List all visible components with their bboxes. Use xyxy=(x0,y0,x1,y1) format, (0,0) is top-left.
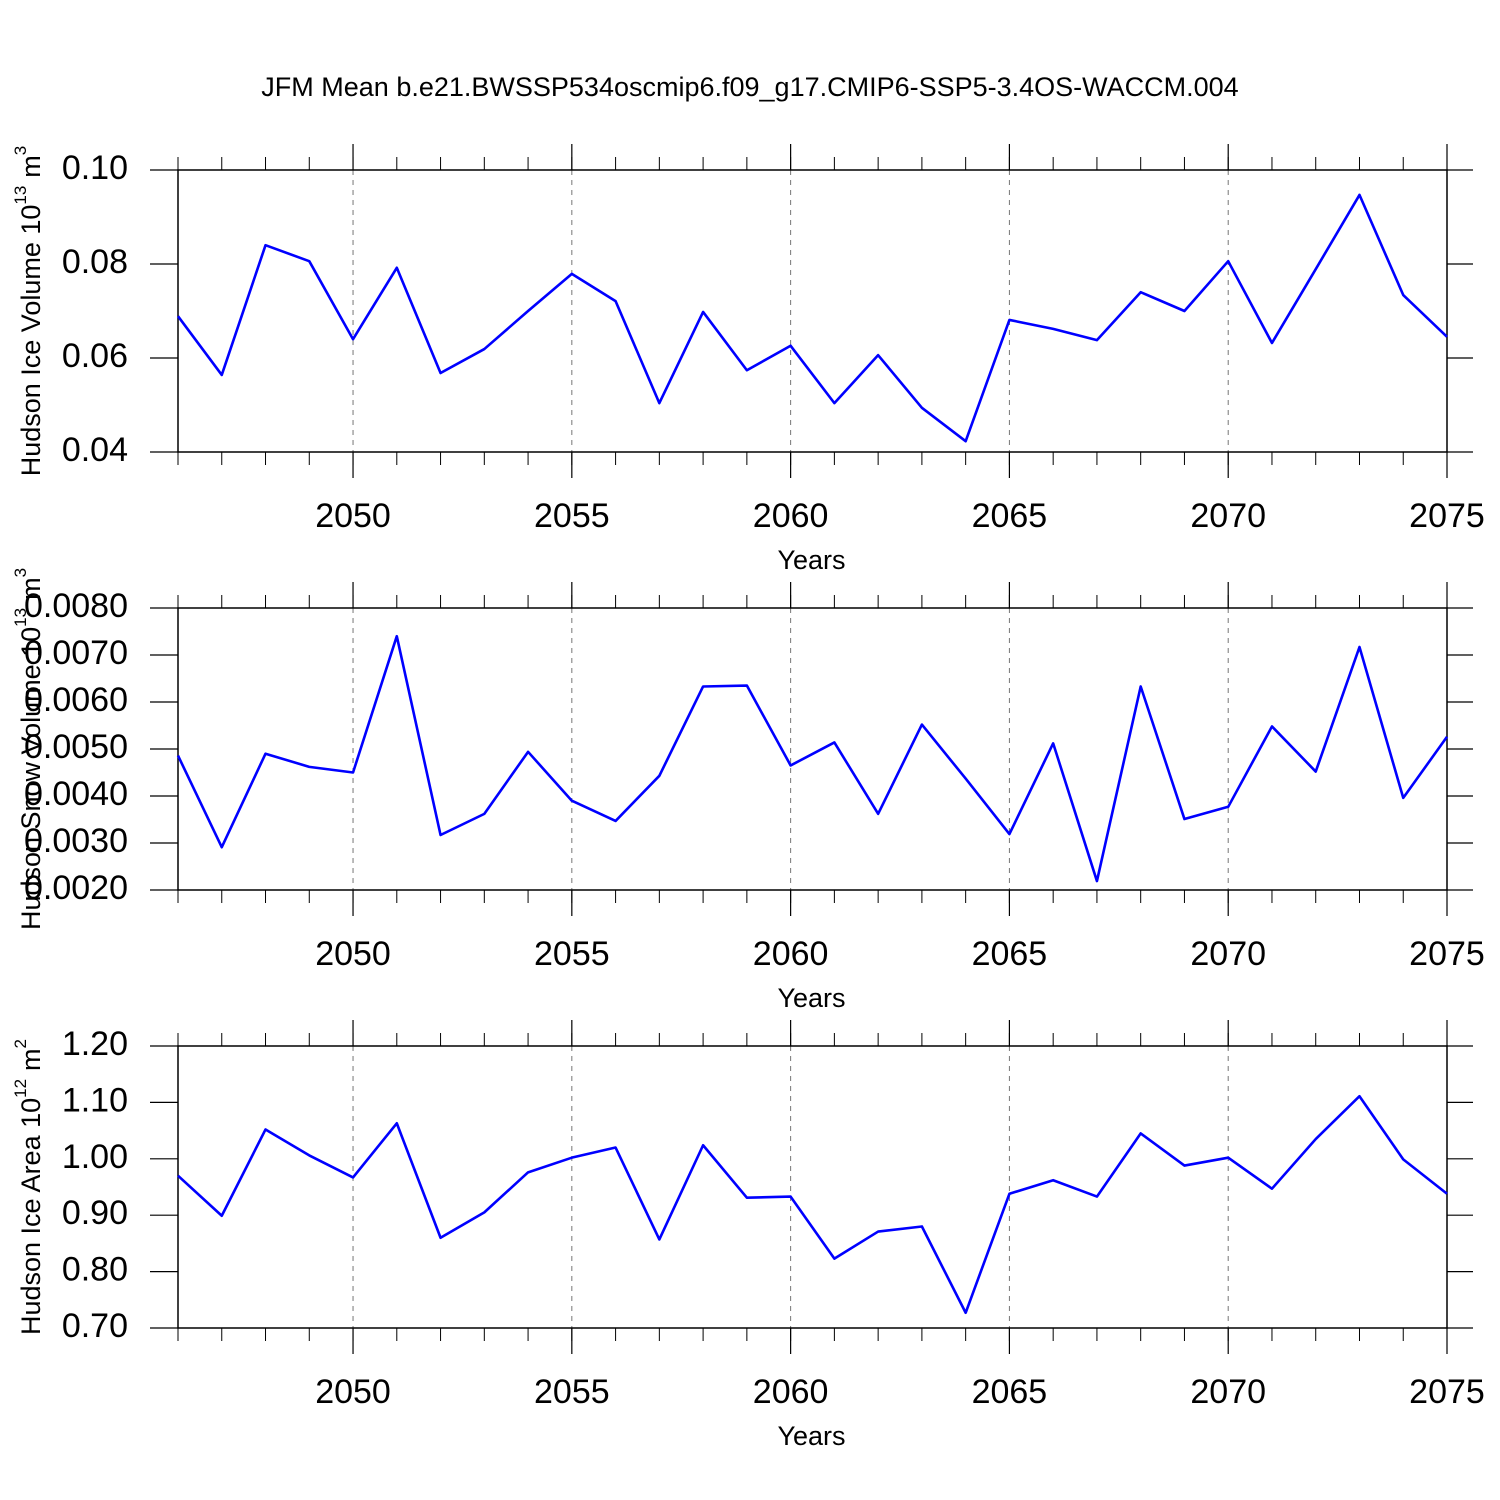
y-tick-label: 0.0060 xyxy=(24,681,128,719)
y-axis-label-unit: m xyxy=(16,577,46,600)
y-axis-label: Hudson Snow Volume 1013 m3 xyxy=(11,568,46,930)
x-tick-label: 2050 xyxy=(315,1373,391,1411)
plot-frame xyxy=(177,1045,1448,1329)
x-tick-label: 2055 xyxy=(534,497,610,535)
y-axis-label-unit-exponent: 3 xyxy=(11,146,30,155)
y-tick-label: 0.80 xyxy=(62,1251,128,1289)
y-axis-label-exponent: 13 xyxy=(11,608,30,627)
y-axis-label-unit-exponent: 3 xyxy=(11,568,30,577)
y-axis-label-text: Hudson Snow Volume 10 xyxy=(16,627,46,930)
y-tick-label: 0.0050 xyxy=(24,728,128,766)
y-tick-label: 0.0040 xyxy=(24,775,128,813)
y-tick-label: 0.0070 xyxy=(24,634,128,672)
y-axis-label-text: Hudson Ice Volume 10 xyxy=(16,205,46,477)
x-tick-label: 2075 xyxy=(1409,497,1485,535)
y-tick-label: 0.0030 xyxy=(24,822,128,860)
x-tick-label: 2060 xyxy=(753,497,829,535)
x-axis-label: Years xyxy=(777,1421,845,1451)
y-tick-label: 0.70 xyxy=(62,1307,128,1345)
y-tick-label: 1.10 xyxy=(62,1081,128,1119)
x-tick-label: 2050 xyxy=(315,497,391,535)
y-axis-label-exponent: 13 xyxy=(11,186,30,205)
y-axis-label-unit-exponent: 2 xyxy=(11,1039,30,1048)
figure-title: JFM Mean b.e21.BWSSP534oscmip6.f09_g17.C… xyxy=(261,72,1238,102)
y-axis-label-text: Hudson Ice Area 10 xyxy=(16,1098,46,1335)
y-axis-label: Hudson Ice Area 1012 m2 xyxy=(11,1039,46,1335)
x-tick-label: 2055 xyxy=(534,1373,610,1411)
y-axis-label-exponent: 12 xyxy=(11,1079,30,1098)
x-tick-label: 2065 xyxy=(972,1373,1048,1411)
x-tick-label: 2065 xyxy=(972,935,1048,973)
x-axis-label: Years xyxy=(777,983,845,1013)
x-tick-label: 2075 xyxy=(1409,935,1485,973)
data-line xyxy=(176,634,1449,883)
x-tick-label: 2050 xyxy=(315,935,391,973)
y-tick-label: 1.00 xyxy=(62,1138,128,1176)
y-axis-label-unit: m xyxy=(16,155,46,178)
x-axis-label: Years xyxy=(777,545,845,575)
x-tick-label: 2055 xyxy=(534,935,610,973)
x-tick-label: 2070 xyxy=(1190,935,1266,973)
y-axis-label: Hudson Ice Volume 1013 m3 xyxy=(11,146,46,477)
plot-frame xyxy=(177,607,1448,891)
y-tick-label: 0.10 xyxy=(62,149,128,187)
x-tick-label: 2070 xyxy=(1190,497,1266,535)
plot-frame xyxy=(177,169,1448,453)
x-tick-label: 2060 xyxy=(753,935,829,973)
y-tick-label: 0.0020 xyxy=(24,869,128,907)
y-axis-label-unit: m xyxy=(16,1048,46,1071)
y-tick-label: 0.08 xyxy=(62,243,128,281)
y-tick-label: 0.0080 xyxy=(24,587,128,625)
data-line xyxy=(176,193,1448,443)
y-tick-label: 0.06 xyxy=(62,337,128,375)
y-tick-label: 0.90 xyxy=(62,1194,128,1232)
data-line xyxy=(177,1094,1448,1315)
x-tick-label: 2065 xyxy=(972,497,1048,535)
y-tick-label: 0.04 xyxy=(62,431,128,469)
x-tick-label: 2075 xyxy=(1409,1373,1485,1411)
x-tick-label: 2070 xyxy=(1190,1373,1266,1411)
x-tick-label: 2060 xyxy=(753,1373,829,1411)
y-tick-label: 1.20 xyxy=(62,1025,128,1063)
